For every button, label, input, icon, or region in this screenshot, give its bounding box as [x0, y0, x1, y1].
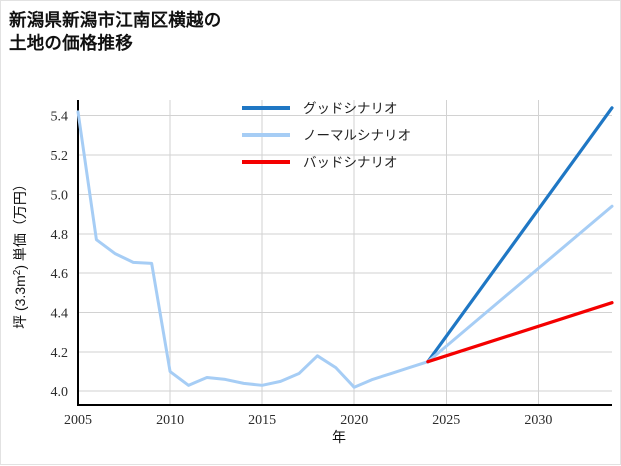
x-tick-label: 2025: [432, 413, 460, 428]
y-axis-title-rest: ) 単価（万円）: [12, 177, 28, 270]
y-tick-label: 4.8: [51, 228, 69, 243]
x-tick-labels-group: 2005 2010 2015 2020 2025 2030: [64, 413, 552, 428]
gridlines-group: [77, 100, 612, 405]
y-tick-label: 4.2: [51, 346, 69, 361]
y-tick-label: 4.4: [51, 307, 69, 322]
data-series-group: [76, 106, 614, 389]
x-tick-label: 2010: [156, 413, 184, 428]
y-tick-label: 5.2: [51, 149, 69, 164]
series-line-good: [426, 106, 614, 364]
y-tick-label: 4.6: [51, 267, 69, 282]
y-tick-label: 5.0: [51, 188, 69, 203]
x-axis-title: 年: [332, 429, 346, 445]
series-line-bad: [426, 301, 614, 364]
page-title: 新潟県新潟市江南区横越の 土地の価格推移: [9, 10, 222, 54]
legend-label: ノーマルシナリオ: [303, 128, 411, 143]
x-tick-label: 2015: [248, 413, 276, 428]
y-tick-labels-group: 4.0 4.2 4.4 4.6 4.8 5.0 5.2 5.4: [51, 110, 69, 400]
y-axis-title: 坪 (3.3m2) 単価（万円）: [12, 177, 29, 329]
y-axis-title-unit: 坪 (3.3m: [12, 275, 28, 329]
legend-label: グッドシナリオ: [303, 101, 398, 116]
legend-label: バッドシナリオ: [303, 155, 398, 170]
y-tick-label: 4.0: [51, 385, 69, 400]
x-tick-label: 2005: [64, 413, 92, 428]
series-line-history: [76, 110, 430, 389]
y-axis-title-superscript: 2: [12, 269, 23, 275]
series-line-normal: [426, 204, 614, 364]
x-tick-label: 2030: [524, 413, 552, 428]
x-tick-label: 2020: [340, 413, 368, 428]
y-tick-label: 5.4: [51, 110, 69, 125]
